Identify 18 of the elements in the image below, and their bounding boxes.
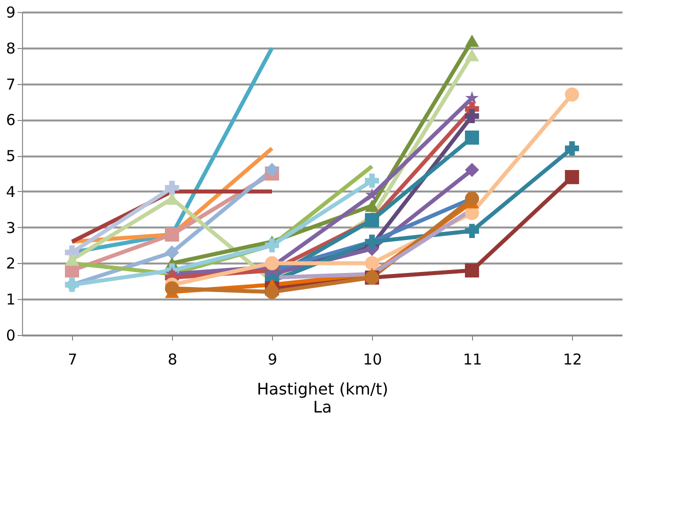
text: La xyxy=(313,398,332,416)
x-tick-label: 12 xyxy=(562,350,582,368)
x-axis-title: Hastighet (km/t) xyxy=(256,380,388,398)
x-tick-label: 8 xyxy=(168,350,178,368)
y-tick-label: 3 xyxy=(6,218,16,237)
x-tick-label: 10 xyxy=(362,350,382,368)
x-tick-label: 7 xyxy=(68,350,78,368)
y-tick-label: 5 xyxy=(6,147,16,166)
y-tick-label: 0 xyxy=(6,326,16,344)
y-tick-label: 8 xyxy=(6,39,16,58)
y-tick-label: 6 xyxy=(6,111,16,130)
y-tick-label: 1 xyxy=(6,290,16,309)
y-tick-label: 7 xyxy=(6,75,16,94)
y-tick-label: 4 xyxy=(6,182,16,201)
x-tick-label: 11 xyxy=(462,350,482,368)
y-tick-label: 9 xyxy=(6,4,16,22)
x-tick-label: 9 xyxy=(268,350,278,368)
y-tick-label: 2 xyxy=(6,254,16,273)
